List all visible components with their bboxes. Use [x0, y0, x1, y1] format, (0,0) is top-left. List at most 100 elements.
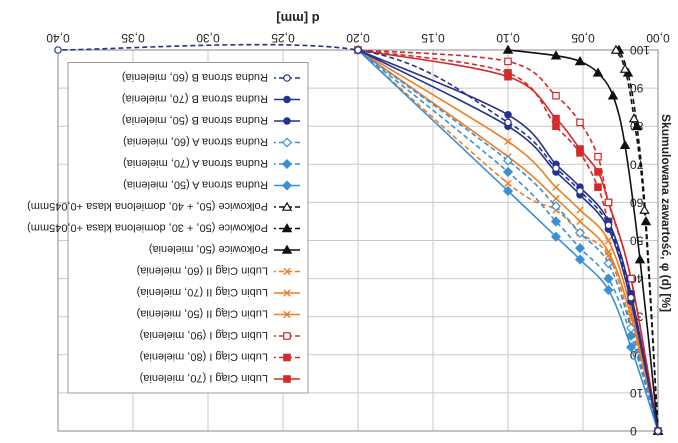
data-point — [604, 221, 613, 230]
legend-label: Polkowice (50, + 30, domielona klasa +0,… — [27, 222, 268, 234]
legend-label: Rudna strona A (70, mielenia) — [123, 157, 268, 169]
data-point — [576, 149, 584, 157]
legend-item: Lubin Ciąg I (80, mielenia) — [140, 351, 300, 363]
data-point — [552, 164, 560, 172]
data-point — [504, 110, 512, 119]
legend-label: Rudna strona B (70, mielenia) — [122, 93, 268, 105]
legend-item: Rudna strona A (50, mielenia) — [123, 179, 300, 191]
series-group — [54, 43, 664, 437]
data-point — [283, 375, 291, 383]
data-point — [594, 152, 602, 161]
data-point — [504, 69, 512, 77]
data-point — [281, 201, 293, 211]
data-point — [283, 117, 291, 125]
legend-item: Polkowice (50, + 40, domielona klasa +0,… — [27, 200, 300, 212]
data-point — [281, 180, 293, 191]
legend-item: Lubin Ciąg I (90, mielenia) — [140, 329, 300, 341]
legend-item: Lubin Ciąg II (70, mielenia) — [137, 286, 300, 298]
data-point — [552, 183, 560, 191]
data-point — [627, 293, 635, 302]
data-point — [552, 194, 560, 203]
legend-label: Rudna strona A (60, mielenia) — [123, 136, 268, 148]
y-tick-label: 10 — [630, 386, 644, 400]
data-point — [283, 95, 291, 104]
data-point — [603, 258, 614, 269]
legend-label: Rudna strona B (50, mielenia) — [122, 114, 268, 126]
y-tick-label: 100 — [630, 43, 650, 57]
data-point — [619, 63, 631, 73]
data-point — [281, 137, 293, 148]
data-point — [281, 223, 293, 233]
data-point — [283, 310, 291, 319]
y-tick-label: 90 — [630, 81, 644, 95]
data-point — [654, 427, 662, 435]
data-point — [502, 185, 514, 197]
data-point — [550, 50, 562, 60]
legend-item: Rudna strona B (70, mielenia) — [122, 93, 300, 105]
legend-item: Rudna strona A (60, mielenia) — [123, 136, 300, 148]
data-point — [283, 289, 291, 297]
data-point — [502, 44, 514, 54]
data-point — [552, 91, 560, 100]
x-tick-label: 0,40 — [46, 31, 70, 45]
legend-label: Lubin Ciąg I (80, mielenia) — [140, 351, 268, 363]
data-point — [283, 332, 291, 340]
data-point — [283, 74, 291, 82]
data-point — [504, 57, 512, 66]
y-tick-label: 50 — [630, 234, 644, 248]
data-point — [594, 168, 602, 176]
legend: Lubin Ciąg I (70, mielenia) Lubin Ciąg I … — [27, 62, 309, 394]
data-point — [576, 118, 584, 127]
data-point — [283, 267, 291, 276]
data-point — [550, 216, 562, 227]
data-point — [604, 252, 613, 260]
data-point — [604, 198, 613, 207]
legend-label: Lubin Ciąg II (50, mielenia) — [137, 308, 268, 320]
legend-item: Lubin Ciąg II (50, mielenia) — [137, 308, 300, 320]
data-point — [603, 284, 614, 296]
data-point — [574, 56, 586, 66]
legend-label: Polkowice (50, mielenia) — [149, 243, 268, 255]
data-point — [607, 90, 619, 100]
legend-item: Polkowice (50, + 30, domielona klasa +0,… — [27, 222, 300, 234]
legend-box — [67, 62, 309, 394]
legend-item: Polkowice (50, mielenia) — [149, 243, 300, 255]
data-point — [610, 44, 622, 54]
data-point — [552, 122, 560, 130]
data-point — [639, 204, 650, 214]
legend-label: Lubin Ciąg I (70, mielenia) — [140, 372, 268, 384]
legend-label: Lubin Ciąg II (70, mielenia) — [137, 286, 268, 298]
data-point — [281, 158, 293, 170]
legend-label: Polkowice (50, + 40, domielona klasa +0,… — [27, 200, 268, 212]
data-point — [628, 113, 640, 123]
x-tick-label: 0,05 — [571, 31, 595, 45]
data-point — [574, 227, 586, 238]
legend-label: Lubin Ciąg I (90, mielenia) — [140, 329, 268, 341]
legend-item: Rudna strona B (60, mielenia) — [122, 71, 300, 83]
legend-item: Rudna strona A (70, mielenia) — [123, 157, 300, 170]
x-axis-label: d [mm] — [276, 11, 319, 26]
data-point — [603, 273, 614, 284]
data-point — [502, 166, 514, 177]
x-tick-label: 0,30 — [196, 31, 220, 45]
data-point — [552, 114, 560, 123]
series-line — [615, 49, 659, 432]
data-point — [504, 137, 512, 146]
data-point — [627, 274, 635, 283]
x-tick-label: 0,00 — [646, 31, 670, 45]
data-point — [354, 46, 362, 54]
x-tick-label: 0,10 — [496, 31, 520, 45]
data-point — [619, 139, 631, 150]
data-point — [502, 155, 514, 166]
data-point — [634, 254, 646, 264]
legend-item: Lubin Ciąg I (70, mielenia) — [140, 372, 300, 384]
data-point — [625, 323, 637, 334]
data-point — [54, 46, 62, 54]
legend-item: Rudna strona B (50, mielenia) — [122, 114, 300, 126]
data-point — [576, 217, 584, 226]
data-point — [283, 353, 291, 362]
series-15 — [54, 43, 662, 435]
y-tick-label: 70 — [630, 157, 644, 171]
